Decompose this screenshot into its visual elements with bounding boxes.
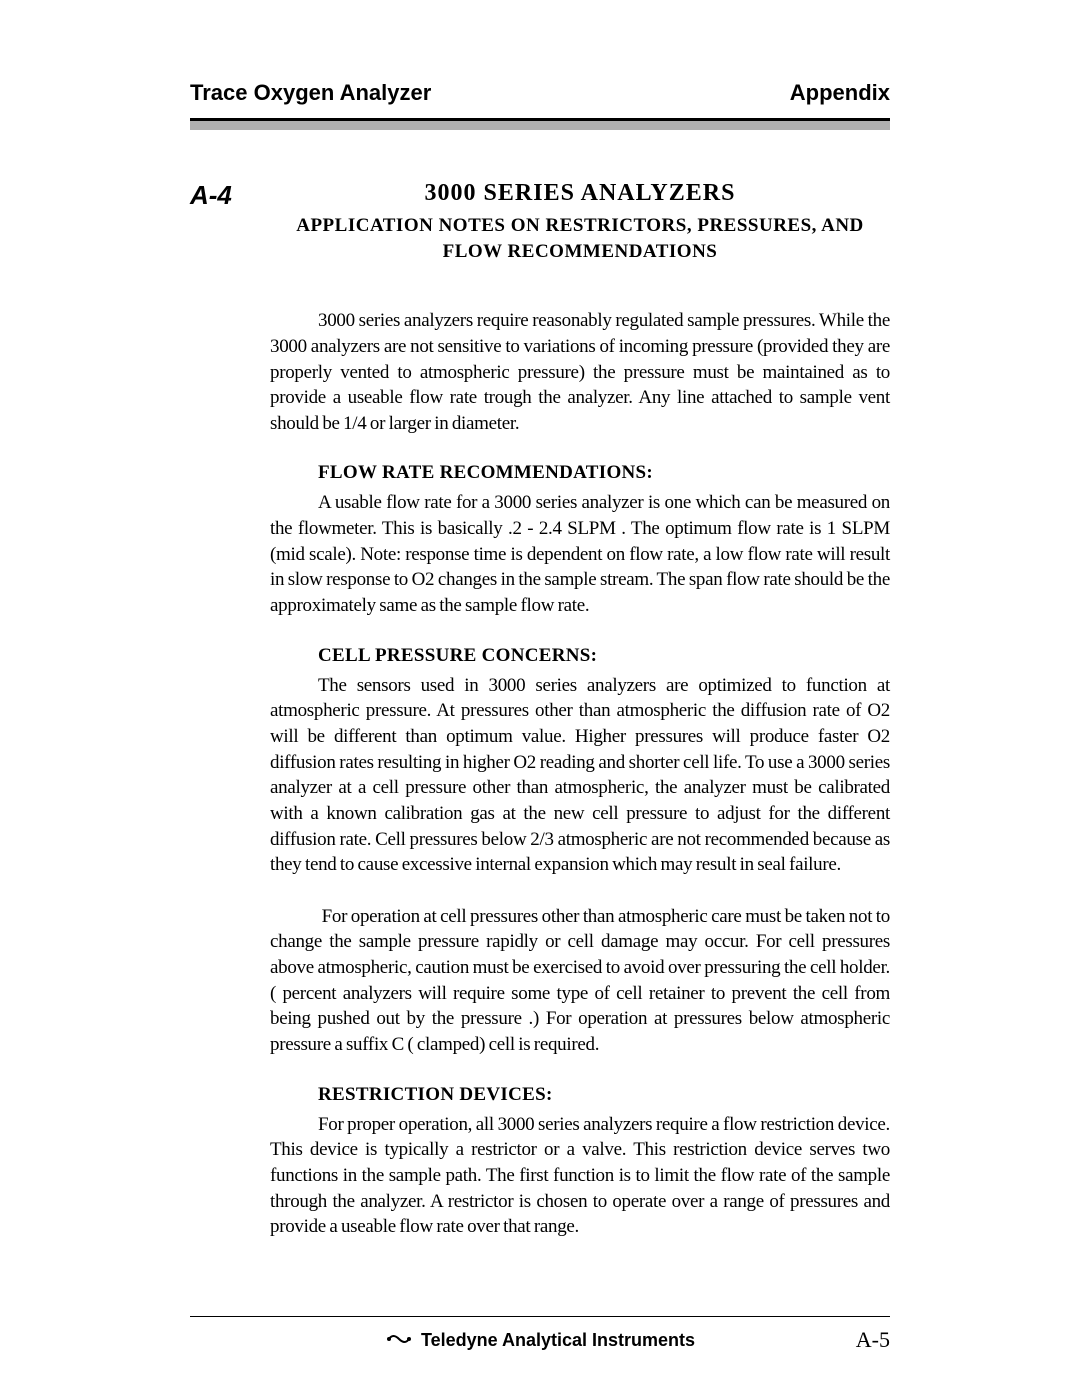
flow-rate-paragraph: A usable flow rate for a 3000 series ana… xyxy=(270,490,890,618)
restriction-text: For proper operation, all 3000 series an… xyxy=(270,1114,890,1238)
cell-pressure-paragraph-2: For operation at cell pressures other th… xyxy=(270,904,890,1058)
cell-pressure-paragraph-1: The sensors used in 3000 series analyzer… xyxy=(270,673,890,878)
header-rule xyxy=(190,118,890,130)
flow-rate-text: A usable flow rate for a 3000 series ana… xyxy=(270,492,890,616)
footer-rule xyxy=(190,1316,890,1317)
restriction-paragraph: For proper operation, all 3000 series an… xyxy=(270,1112,890,1240)
header-right: Appendix xyxy=(790,80,890,106)
header-left: Trace Oxygen Analyzer xyxy=(190,80,431,106)
cell-pressure-text-2: For operation at cell pressures other th… xyxy=(270,906,890,1055)
page-number: A-5 xyxy=(856,1327,890,1353)
intro-paragraph: 3000 series analyzers require reasonably… xyxy=(270,308,890,436)
subheading-restriction: RESTRICTION DEVICES: xyxy=(318,1084,890,1106)
subheading-cell-pressure: CELL PRESSURE CONCERNS: xyxy=(318,645,890,667)
teledyne-logo-icon xyxy=(385,1330,413,1351)
cell-pressure-text-1: The sensors used in 3000 series analyzer… xyxy=(270,675,890,875)
intro-text: 3000 series analyzers require reasonably… xyxy=(270,310,890,434)
main-subtitle: APPLICATION NOTES ON RESTRICTORS, PRESSU… xyxy=(270,213,890,264)
subheading-flow-rate: FLOW RATE RECOMMENDATIONS: xyxy=(318,462,890,484)
footer-brand: Teledyne Analytical Instruments xyxy=(421,1330,695,1351)
main-title: 3000 SERIES ANALYZERS xyxy=(270,180,890,207)
section-number: A-4 xyxy=(90,180,270,211)
